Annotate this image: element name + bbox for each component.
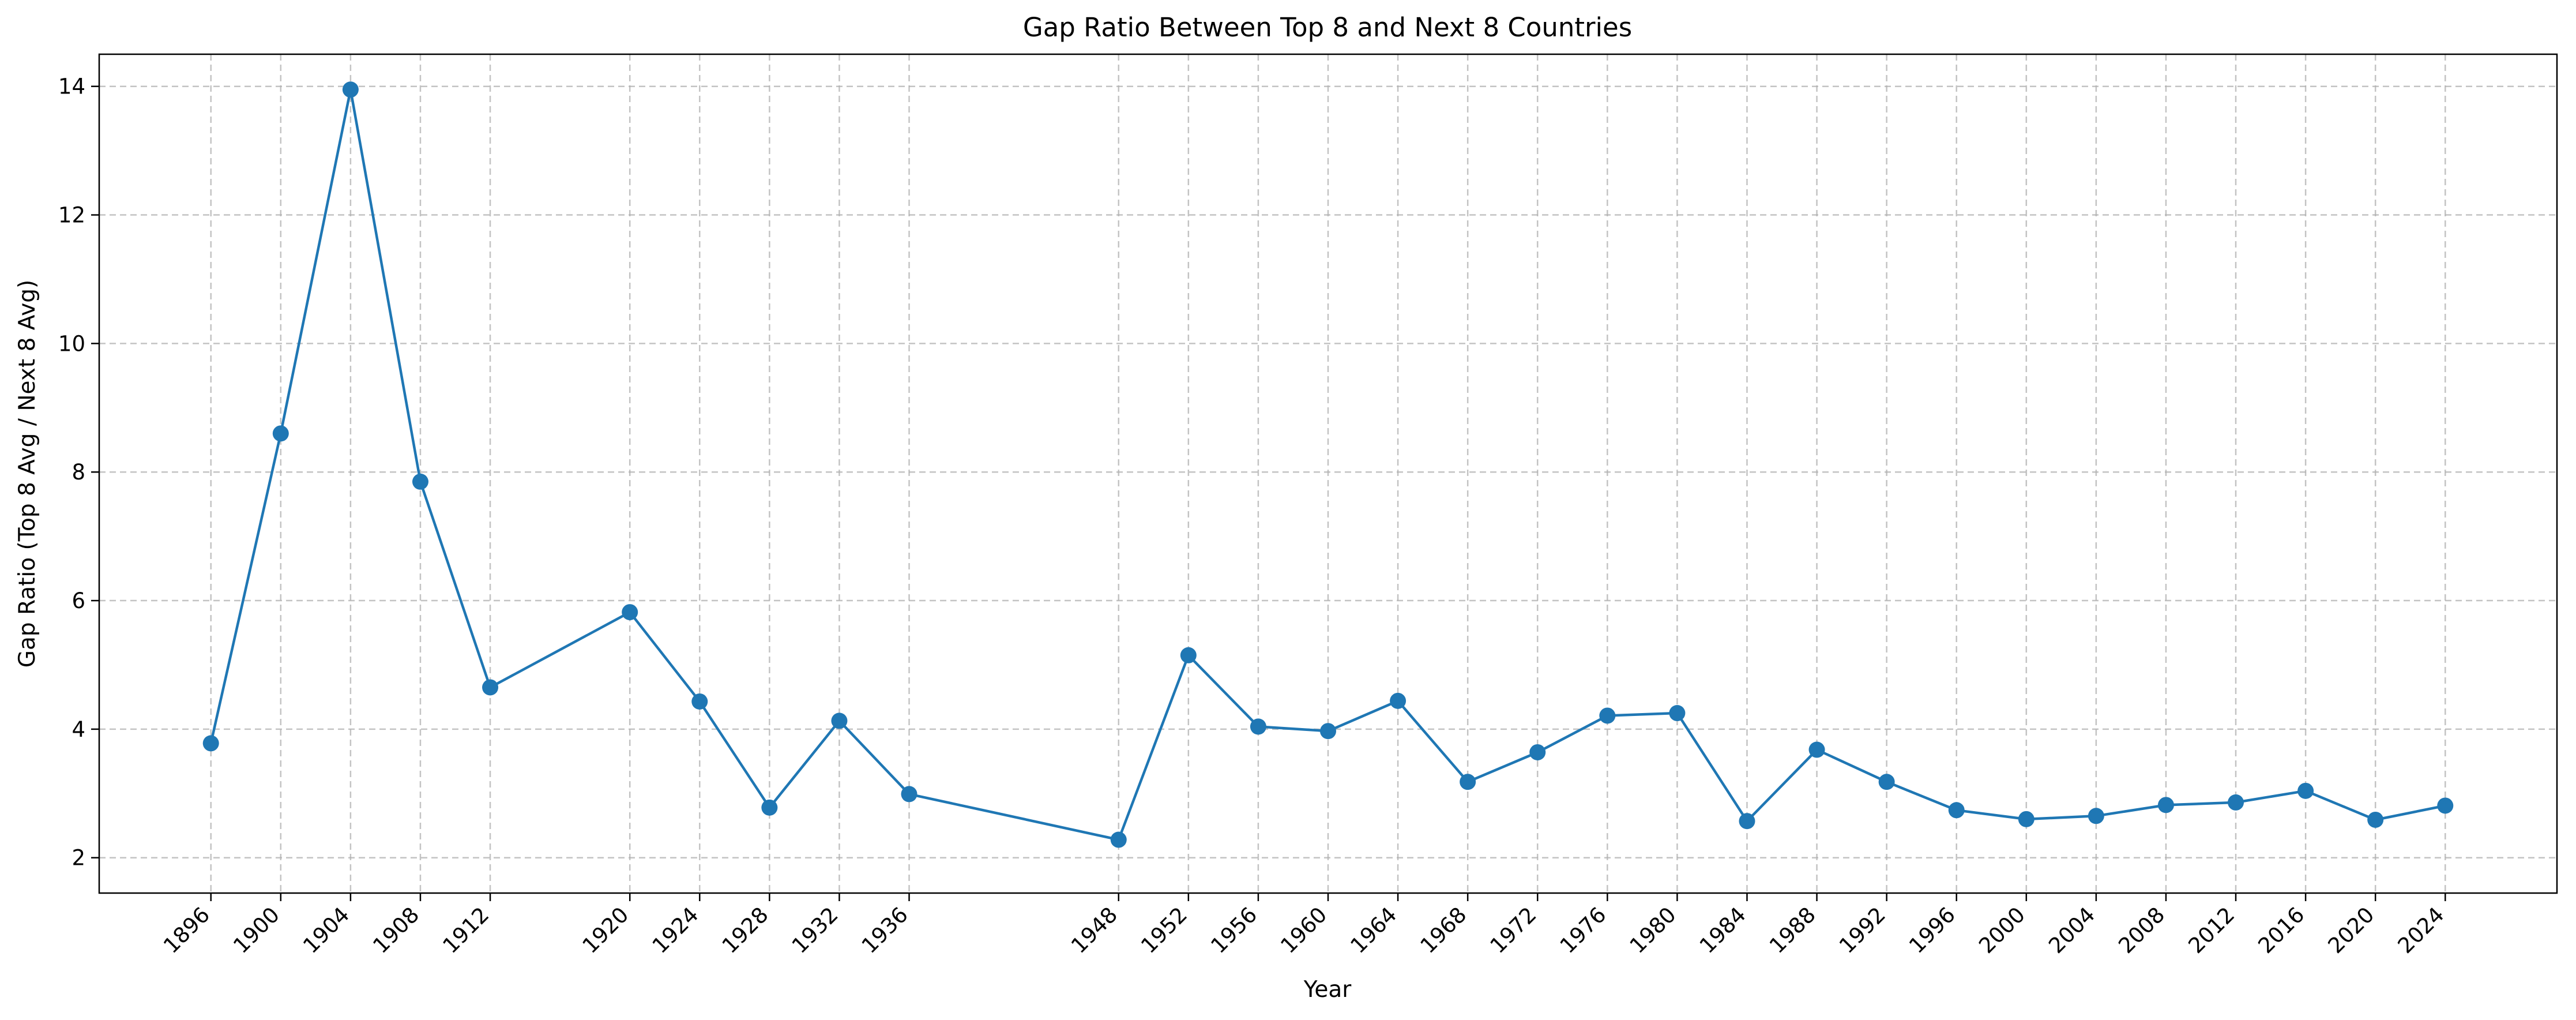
series: [202, 81, 2454, 848]
y-tick-label: 14: [58, 74, 85, 99]
data-point-1952: [1180, 647, 1197, 663]
data-point-1904: [342, 81, 359, 98]
x-tick-label: 1968: [1416, 902, 1472, 958]
y-tick-label: 8: [72, 460, 85, 485]
data-point-1984: [1739, 813, 1755, 830]
data-point-1932: [831, 712, 848, 729]
data-point-1996: [1948, 802, 1965, 819]
x-axis-label: Year: [1303, 977, 1352, 1003]
x-tick-label: 1932: [787, 902, 843, 958]
data-point-1936: [901, 786, 917, 802]
data-point-1908: [412, 473, 428, 490]
x-tick-label: 1896: [159, 902, 215, 958]
x-tick-label: 2016: [2253, 902, 2309, 958]
data-point-1960: [1320, 723, 1336, 740]
x-tick-label: 1912: [438, 902, 494, 958]
x-tick-label: 1956: [1206, 902, 1262, 958]
chart-title: Gap Ratio Between Top 8 and Next 8 Count…: [1023, 12, 1632, 43]
data-point-1976: [1599, 707, 1616, 724]
data-point-1972: [1529, 744, 1546, 760]
x-tick-label: 1900: [228, 902, 284, 958]
x-tick-label: 2020: [2323, 902, 2379, 958]
x-tick-label: 1972: [1486, 902, 1541, 958]
data-point-2020: [2367, 811, 2384, 828]
data-point-2024: [2437, 797, 2454, 814]
x-tick-label: 1908: [368, 902, 424, 958]
x-tick-label: 1928: [717, 902, 773, 958]
x-tick-label: 1980: [1625, 902, 1681, 958]
data-point-1992: [1878, 774, 1895, 790]
y-axis-label: Gap Ratio (Top 8 Avg / Next 8 Avg): [14, 280, 40, 668]
y-tick-label: 2: [72, 846, 85, 871]
plot-frame: [98, 53, 2558, 894]
data-point-1964: [1390, 692, 1407, 709]
y-tick-label: 12: [58, 203, 85, 228]
x-tick-label: 2000: [1974, 902, 2030, 958]
x-tick-label: 1988: [1765, 902, 1821, 958]
data-point-2012: [2228, 794, 2244, 811]
x-tick-label: 1984: [1695, 902, 1751, 958]
x-tick-label: 1976: [1555, 902, 1611, 958]
y-tick-label: 10: [58, 331, 85, 356]
x-tick-label: 1936: [857, 902, 913, 958]
data-point-1988: [1808, 741, 1825, 758]
data-point-1948: [1110, 831, 1127, 848]
y-tick-label: 6: [72, 588, 85, 613]
x-tick-label: 1924: [648, 902, 704, 958]
data-point-1924: [691, 693, 708, 710]
series-line: [209, 88, 2446, 841]
axis-ticks: 1896 1900 1904 1908 1912 1920 1924 1928 1932 1936…: [58, 74, 2449, 958]
x-tick-label: 1960: [1276, 902, 1332, 958]
x-tick-label: 1952: [1136, 902, 1192, 958]
data-point-1912: [482, 679, 499, 696]
x-tick-label: 2024: [2393, 902, 2449, 958]
data-point-1896: [202, 735, 219, 752]
data-point-2000: [2018, 811, 2035, 827]
y-tick-label: 4: [72, 717, 85, 742]
x-tick-label: 2012: [2183, 902, 2239, 958]
grid: [99, 54, 2557, 893]
data-point-1920: [622, 604, 638, 621]
data-point-2008: [2157, 797, 2174, 813]
data-point-1968: [1460, 774, 1476, 790]
x-tick-label: 2004: [2044, 902, 2100, 958]
x-tick-label: 1964: [1345, 902, 1401, 958]
data-point-1956: [1250, 718, 1266, 735]
data-point-2004: [2088, 808, 2104, 824]
x-tick-label: 1948: [1066, 902, 1122, 958]
data-point-1928: [761, 799, 778, 816]
x-tick-label: 1992: [1834, 902, 1890, 958]
x-tick-label: 2008: [2114, 902, 2169, 958]
data-point-1980: [1669, 705, 1686, 722]
x-tick-label: 1920: [578, 902, 634, 958]
data-point-2016: [2297, 782, 2314, 799]
x-tick-label: 1996: [1904, 902, 1960, 958]
data-point-1900: [272, 425, 289, 442]
x-tick-label: 1904: [298, 902, 354, 958]
